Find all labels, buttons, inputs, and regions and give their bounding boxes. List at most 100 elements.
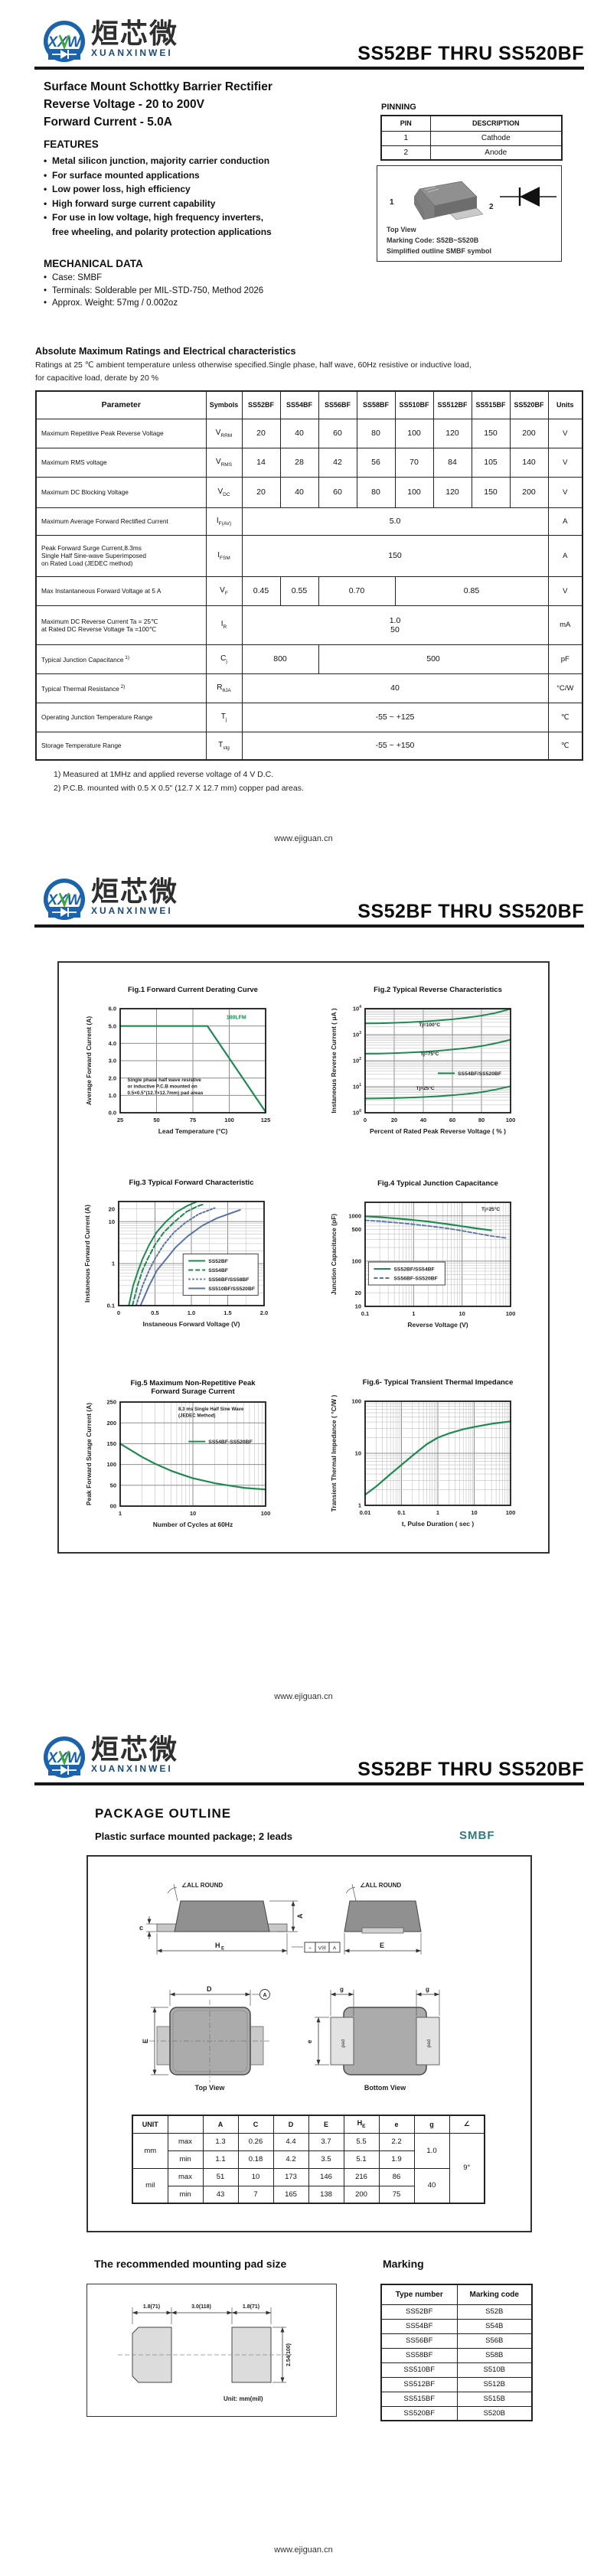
table-cell: S54B	[456, 2318, 533, 2334]
table-cell: e	[378, 2115, 415, 2134]
fig1-chart: 25 50 75 100 125 0.0 1.0 2.0 3.0 4.0 5.0 6.0 Lead Te…	[85, 986, 270, 1135]
svg-text:1: 1	[119, 1510, 122, 1517]
fig4-chart: 0.1 1 10 100 10 20 100 500 1000 Reverse Voltage (…	[330, 1179, 515, 1329]
table-cell: 1.3	[202, 2132, 239, 2151]
svg-text:E: E	[142, 2039, 149, 2043]
table-cell: Maximum Repetitive Peak Reverse Voltage	[35, 418, 207, 448]
table-cell: SS58BF	[356, 390, 396, 419]
table-cell: 86	[378, 2167, 415, 2186]
table-cell: S58B	[456, 2347, 533, 2363]
table-cell: HE	[343, 2115, 380, 2134]
table-cell: 0.55	[279, 576, 319, 606]
table-cell: ∠	[449, 2115, 485, 2134]
svg-text:A: A	[296, 1913, 304, 1919]
table-cell: 140	[509, 447, 549, 478]
svg-text:XXW: XXW	[47, 34, 82, 51]
svg-text:25: 25	[117, 1117, 123, 1123]
list-item: • For surface mounted applications	[44, 169, 200, 181]
svg-text:Simplified outline SMBF symbo: Simplified outline SMBF symbol	[387, 247, 491, 255]
svg-text:H: H	[215, 1942, 220, 1949]
svg-text:75: 75	[190, 1117, 196, 1123]
logo-chinese: 烜芯微	[91, 876, 179, 907]
svg-text:104: 104	[353, 1005, 361, 1012]
svg-text:1.5: 1.5	[224, 1309, 231, 1316]
svg-text:Fig.2 Typical Reverse Charact: Fig.2 Typical Reverse Characteristics	[374, 986, 502, 994]
figures-frame	[57, 961, 550, 1554]
svg-text:80: 80	[478, 1117, 485, 1123]
fig6-chart: 0.01 0.1 1 10 100 1 10 100 t, Pulse Duration ( s…	[330, 1378, 516, 1528]
svg-text:100: 100	[261, 1510, 271, 1517]
svg-text:100: 100	[506, 1509, 516, 1516]
table-cell: 0.85	[394, 576, 549, 606]
logo-mark-icon: XXW	[44, 1736, 85, 1778]
table-cell: 0.45	[241, 576, 281, 606]
svg-text:100: 100	[106, 1461, 116, 1468]
table-cell: mil	[132, 2167, 168, 2204]
svg-text:200: 200	[106, 1420, 116, 1427]
fig2-chart: 0 20 40 60 80 100 100 101 102 103 104 Percent of Ra…	[330, 986, 515, 1135]
svg-text:XXW: XXW	[47, 892, 82, 908]
table-cell: V	[547, 447, 583, 478]
svg-text:Unit: mm(mil): Unit: mm(mil)	[224, 2395, 263, 2402]
logo-chinese: 烜芯微	[91, 18, 179, 49]
table-cell: 150	[241, 534, 549, 577]
table-cell: 216	[343, 2167, 380, 2186]
table-cell: 4.4	[272, 2132, 309, 2151]
page2-header: XXW 烜芯微 XUANXINWEI SS52BF THRU SS520BF	[0, 876, 607, 930]
svg-text:Instaneous Reverse Current ( μ: Instaneous Reverse Current ( μA )	[330, 1008, 338, 1113]
table-cell: A	[547, 534, 583, 577]
table-cell: D	[272, 2115, 309, 2134]
svg-text:Fig.4 Typical Junction Capaci: Fig.4 Typical Junction Capacitance	[377, 1179, 498, 1188]
header-rule	[34, 924, 584, 928]
svg-text:SS54BF/SS520BF: SS54BF/SS520BF	[458, 1071, 501, 1077]
svg-text:0.5×0.5"(12.7×12.7mm) pad are: 0.5×0.5"(12.7×12.7mm) pad areas	[128, 1091, 204, 1096]
package-3d-and-diode: 1 2 Top View Marking Code: S52B~S520B Si…	[387, 181, 556, 255]
mounting-pad-heading: The recommended mounting pad size	[94, 2258, 287, 2270]
svg-text:÷: ÷	[308, 1946, 312, 1952]
table-cell: 120	[432, 418, 472, 448]
footer-website: www.ejiguan.cn	[274, 1692, 333, 1701]
svg-text:100: 100	[351, 1398, 361, 1405]
svg-text:Instaneous Forward Current (A): Instaneous Forward Current (A)	[83, 1205, 91, 1303]
table-cell: 14	[241, 447, 281, 478]
doc-title: SS52BF THRU SS520BF	[357, 43, 584, 64]
svg-text:0.1: 0.1	[361, 1310, 369, 1317]
table-cell: 0.26	[237, 2132, 274, 2151]
svg-text:0.5: 0.5	[151, 1309, 158, 1316]
table-cell: -55 ~ +125	[241, 702, 549, 732]
table-cell: SS52BF	[241, 390, 281, 419]
svg-text:100: 100	[224, 1117, 234, 1123]
table-cell: PIN	[380, 115, 431, 132]
svg-text:2.0: 2.0	[109, 1074, 116, 1081]
table-cell: V	[547, 418, 583, 448]
table-cell: Marking code	[456, 2284, 533, 2305]
table-cell: SS58BF	[380, 2347, 458, 2363]
svg-text:Number of Cycles at 60Hz: Number of Cycles at 60Hz	[153, 1521, 233, 1528]
ratings-subtext-1: Ratings at 25 ℃ ambient temperature unle…	[35, 360, 472, 370]
table-cell: S52B	[456, 2304, 533, 2320]
table-cell: 3.5	[308, 2150, 344, 2169]
table-cell: SS54BF	[279, 390, 319, 419]
table-cell: ℃	[547, 702, 583, 732]
table-cell: 200	[343, 2185, 380, 2204]
svg-text:50: 50	[110, 1482, 116, 1489]
svg-text:103: 103	[353, 1031, 361, 1039]
svg-text:1.8(71): 1.8(71)	[143, 2304, 160, 2310]
mounting-pad-drawing: 1.8(71) 3.0(118) 1.8(71) 2.54(100) Unit:…	[118, 2304, 292, 2402]
header-rule	[34, 1782, 584, 1785]
table-cell: S515B	[456, 2391, 533, 2407]
table-cell: 120	[432, 476, 472, 508]
table-cell: E	[308, 2115, 344, 2134]
table-cell: SS512BF	[380, 2376, 458, 2392]
svg-text:00: 00	[110, 1503, 116, 1510]
svg-text:Fig.1 Forward Current Deratin: Fig.1 Forward Current Derating Curve	[128, 986, 258, 994]
table-cell: max	[167, 2167, 204, 2186]
table-cell: 80	[356, 418, 396, 448]
svg-text:6.0: 6.0	[109, 1006, 116, 1012]
svg-text:g: g	[426, 1986, 429, 1993]
svg-text:Reverse Voltage (V): Reverse Voltage (V)	[407, 1321, 468, 1329]
table-cell: UNIT	[132, 2115, 168, 2134]
svg-text:100LFM: 100LFM	[227, 1016, 246, 1021]
table-cell: VRMS	[205, 447, 243, 478]
svg-text:5.0: 5.0	[109, 1022, 116, 1029]
